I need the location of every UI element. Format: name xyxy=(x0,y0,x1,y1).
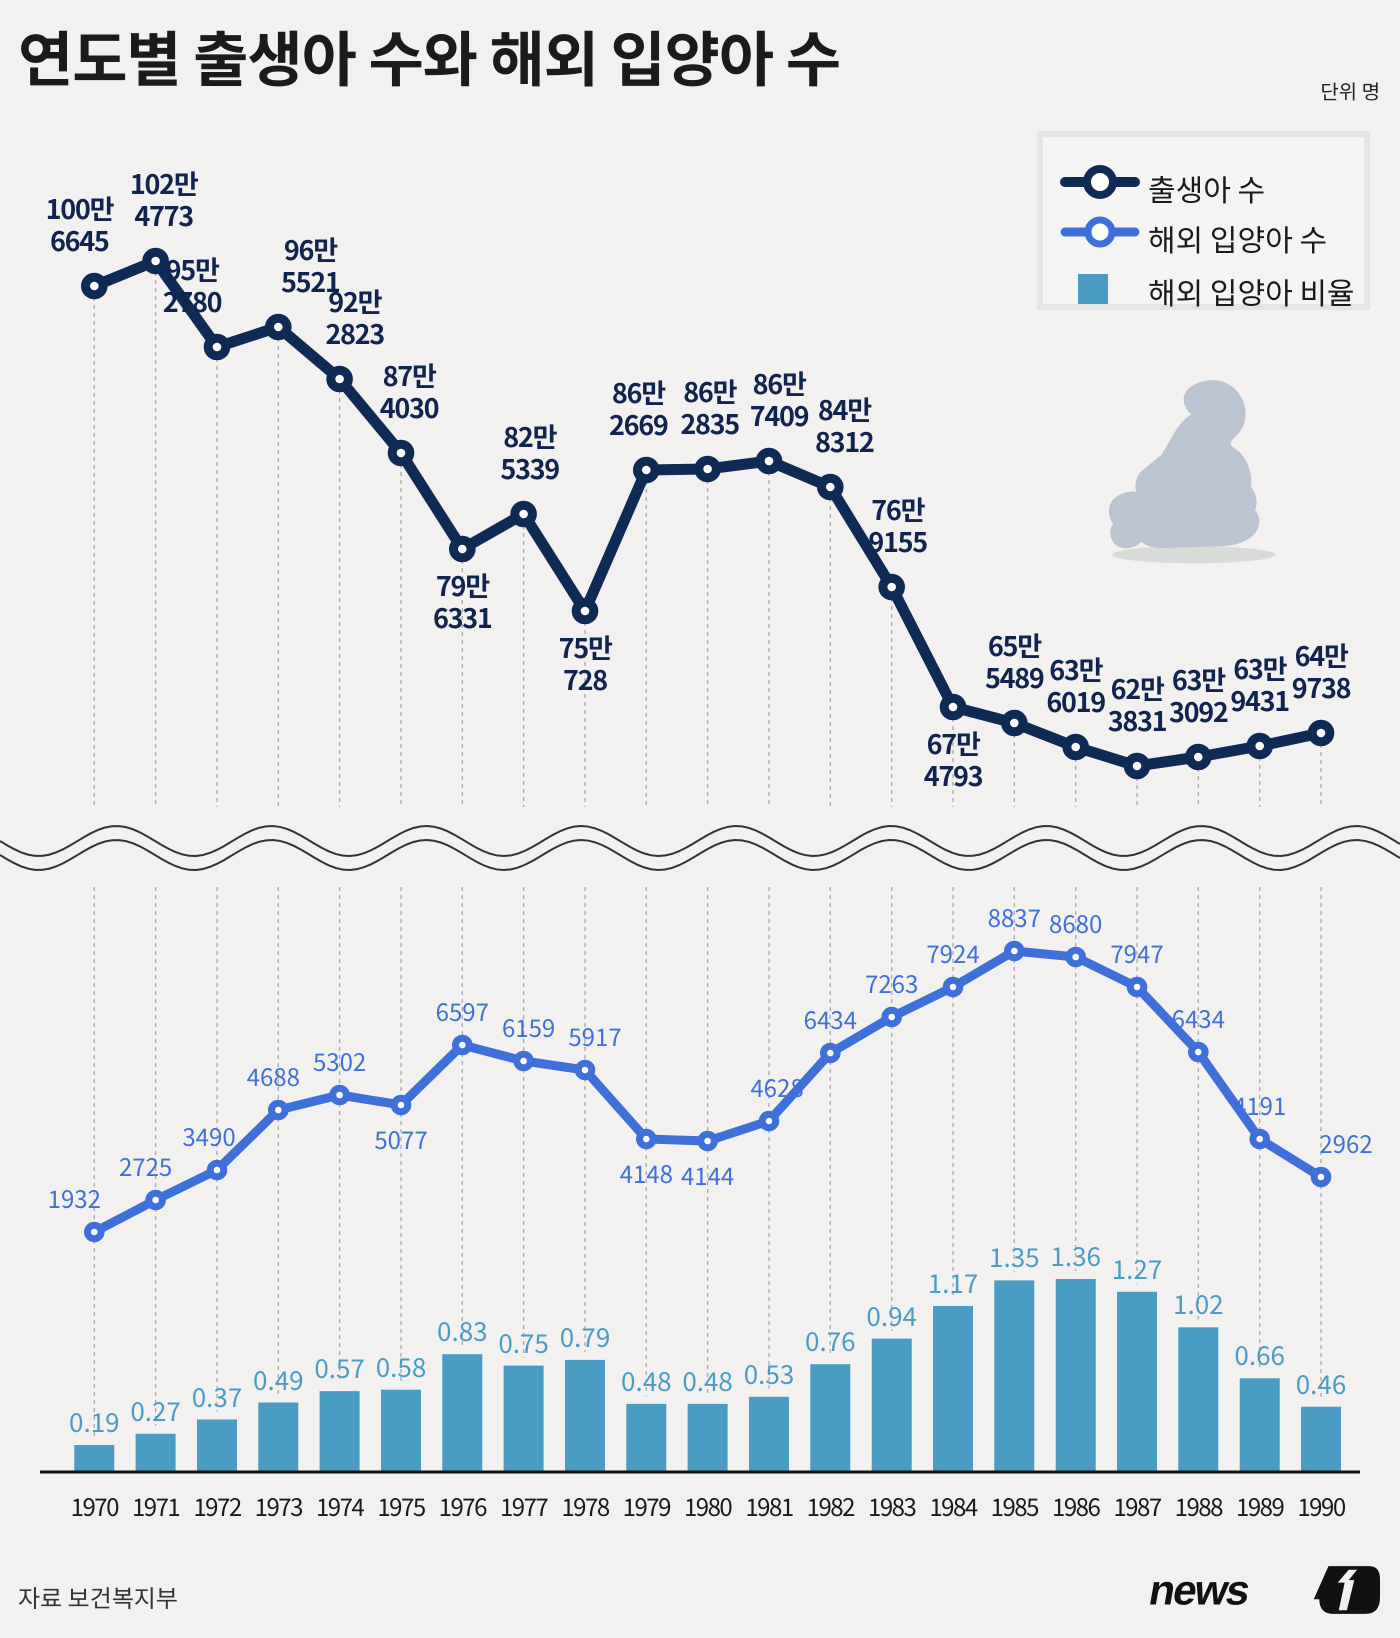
svg-text:news: news xyxy=(1150,1567,1252,1615)
